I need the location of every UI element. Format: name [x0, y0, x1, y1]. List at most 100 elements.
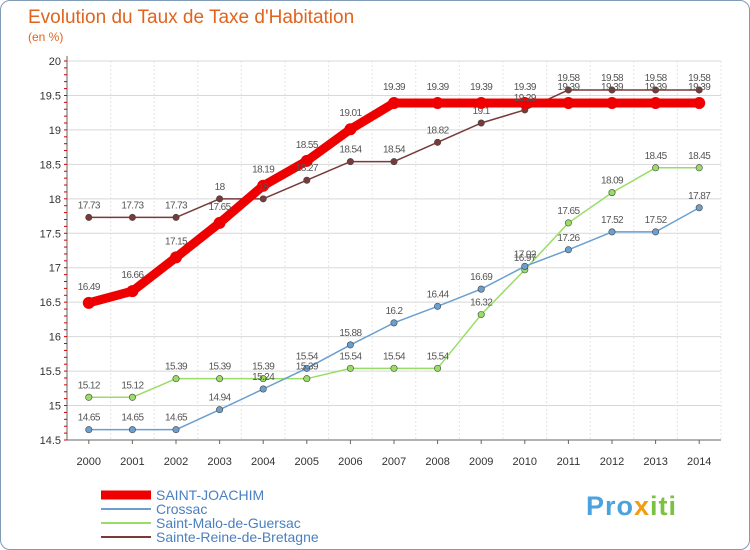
y-tick-label: 19.5	[40, 90, 61, 102]
data-label: 15.54	[383, 351, 406, 362]
data-label: 18.82	[427, 125, 450, 136]
chart-subtitle: (en %)	[28, 30, 64, 44]
data-point	[216, 375, 224, 383]
data-label: 18.45	[645, 151, 668, 162]
y-tick-label: 17	[49, 263, 61, 275]
data-point	[434, 138, 442, 146]
data-point	[652, 228, 660, 236]
data-label: 19.58	[601, 73, 624, 84]
y-tick-label: 19	[49, 125, 61, 137]
data-point	[213, 216, 226, 229]
data-point	[434, 364, 442, 372]
data-point	[303, 364, 311, 372]
data-point	[477, 119, 485, 127]
data-point	[695, 204, 703, 212]
y-tick-label: 20	[49, 56, 61, 68]
legend-label: Crossac	[156, 501, 207, 517]
data-label: 19.39	[514, 82, 537, 93]
data-label: 16.2	[385, 306, 403, 317]
data-point	[259, 195, 267, 203]
x-tick-label: 2008	[425, 456, 449, 468]
data-point	[170, 251, 182, 264]
data-point	[126, 285, 139, 298]
legend-label: Sainte-Reine-de-Bretagne	[156, 529, 319, 545]
data-label: 15.39	[252, 362, 275, 373]
data-point	[652, 86, 660, 94]
data-label: 19.39	[557, 82, 580, 93]
x-tick-label: 2001	[120, 456, 144, 468]
data-label: 15.24	[252, 372, 275, 383]
data-label: 14.65	[165, 413, 188, 424]
data-point	[172, 375, 180, 383]
data-point	[82, 296, 95, 309]
data-label: 19.58	[645, 73, 668, 84]
data-point	[431, 97, 444, 110]
x-tick-label: 2010	[513, 456, 537, 468]
data-point	[259, 375, 267, 383]
data-label: 17.65	[209, 202, 232, 213]
data-point	[564, 86, 572, 94]
x-tick-label: 2007	[382, 456, 406, 468]
data-point	[128, 426, 136, 434]
x-tick-label: 2006	[338, 456, 362, 468]
data-point	[564, 246, 572, 254]
data-point	[346, 341, 354, 349]
data-point	[85, 393, 93, 401]
x-tick-label: 2009	[469, 456, 493, 468]
data-label: 17.73	[121, 200, 144, 211]
data-label: 14.65	[78, 413, 101, 424]
data-label: 18.09	[601, 176, 624, 187]
data-point	[521, 262, 529, 270]
data-label: 17.02	[514, 249, 537, 260]
data-label: 15.39	[165, 362, 188, 373]
data-label: 18.54	[339, 145, 362, 156]
chart-title: Evolution du Taux de Taxe d'Habitation	[28, 7, 355, 28]
data-label: 16.66	[121, 270, 144, 281]
data-label: 18.55	[296, 140, 319, 151]
data-point	[172, 213, 180, 221]
data-label: 17.52	[645, 215, 668, 226]
data-point	[606, 97, 618, 110]
data-point	[649, 97, 662, 110]
data-label: 19.39	[383, 82, 406, 93]
data-point	[300, 154, 313, 167]
data-point	[608, 189, 616, 197]
data-label: 15.39	[296, 362, 319, 373]
data-label: 14.65	[121, 413, 144, 424]
data-label: 15.12	[121, 380, 144, 391]
data-label: 15.39	[209, 362, 232, 373]
data-label: 16.32	[470, 298, 493, 309]
data-label: 19.39	[645, 82, 668, 93]
data-label: 17.15	[165, 236, 188, 247]
data-point	[652, 164, 660, 172]
data-label: 18	[258, 182, 269, 193]
data-label: 19.39	[688, 82, 711, 93]
data-label: 18.54	[383, 145, 406, 156]
data-label: 19.29	[514, 93, 537, 104]
data-label: 17.87	[688, 191, 711, 202]
data-point	[564, 219, 572, 227]
data-label: 15.88	[339, 328, 362, 339]
y-tick-label: 15	[49, 401, 61, 413]
y-tick-label: 14.5	[40, 435, 61, 447]
data-point	[344, 123, 357, 136]
y-tick-label: 18	[49, 194, 61, 206]
data-point	[216, 406, 224, 414]
proxiti-logo: Proxiti	[586, 491, 678, 521]
data-point	[303, 375, 311, 383]
y-tick-label: 17.5	[40, 228, 61, 240]
data-label: 17.65	[557, 206, 580, 217]
data-point	[259, 385, 267, 393]
x-tick-label: 2003	[207, 456, 231, 468]
x-tick-label: 2014	[687, 456, 711, 468]
legend-label: Saint-Malo-de-Guersac	[156, 515, 301, 531]
data-label: 15.12	[78, 380, 101, 391]
data-label: 18.19	[252, 165, 275, 176]
data-label: 19.39	[601, 82, 624, 93]
data-point	[608, 228, 616, 236]
data-point	[388, 97, 400, 110]
data-point	[346, 158, 354, 166]
data-point	[257, 179, 270, 192]
data-label: 17.26	[557, 233, 580, 244]
